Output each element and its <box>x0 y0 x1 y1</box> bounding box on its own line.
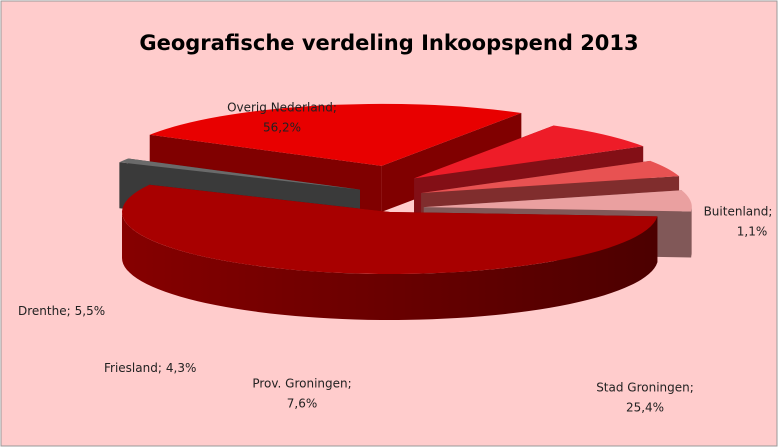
chart-title: Geografische verdeling Inkoopspend 2013 <box>139 31 638 55</box>
slice-label-value: 7,6% <box>287 397 318 411</box>
slice-label-name: Drenthe; <box>18 304 71 318</box>
slice-label-value: 1,1% <box>737 225 768 239</box>
slice-label-name: Overig Nederland; <box>227 101 337 115</box>
slice-label-name: Friesland; <box>104 361 162 375</box>
slice-side <box>691 207 692 258</box>
slice-label-value: 5,5% <box>75 304 106 318</box>
pie-slice <box>121 184 658 321</box>
labels: Overig Nederland; 56,2% Buitenland; 1,1% Sta… <box>18 101 772 415</box>
slice-top <box>423 190 692 212</box>
slice-label-value: 4,3% <box>166 361 197 375</box>
slice-label-value: 56,2% <box>263 121 301 135</box>
pie <box>119 103 692 321</box>
slice-top <box>149 103 522 166</box>
slice-label: Friesland; 4,3% <box>104 361 196 375</box>
slice-side <box>122 212 658 321</box>
slice-top <box>414 125 644 179</box>
slice-label-name: Prov. Groningen; <box>252 377 351 391</box>
slice-top <box>121 184 658 275</box>
slice-top <box>119 158 361 190</box>
slice-top <box>421 160 680 194</box>
slice-label-name: Buitenland; <box>704 205 773 219</box>
slice-label-name: Stad Groningen; <box>596 381 694 395</box>
slice-label-value: 25,4% <box>626 401 664 415</box>
slice-label: Drenthe; 5,5% <box>18 304 105 318</box>
